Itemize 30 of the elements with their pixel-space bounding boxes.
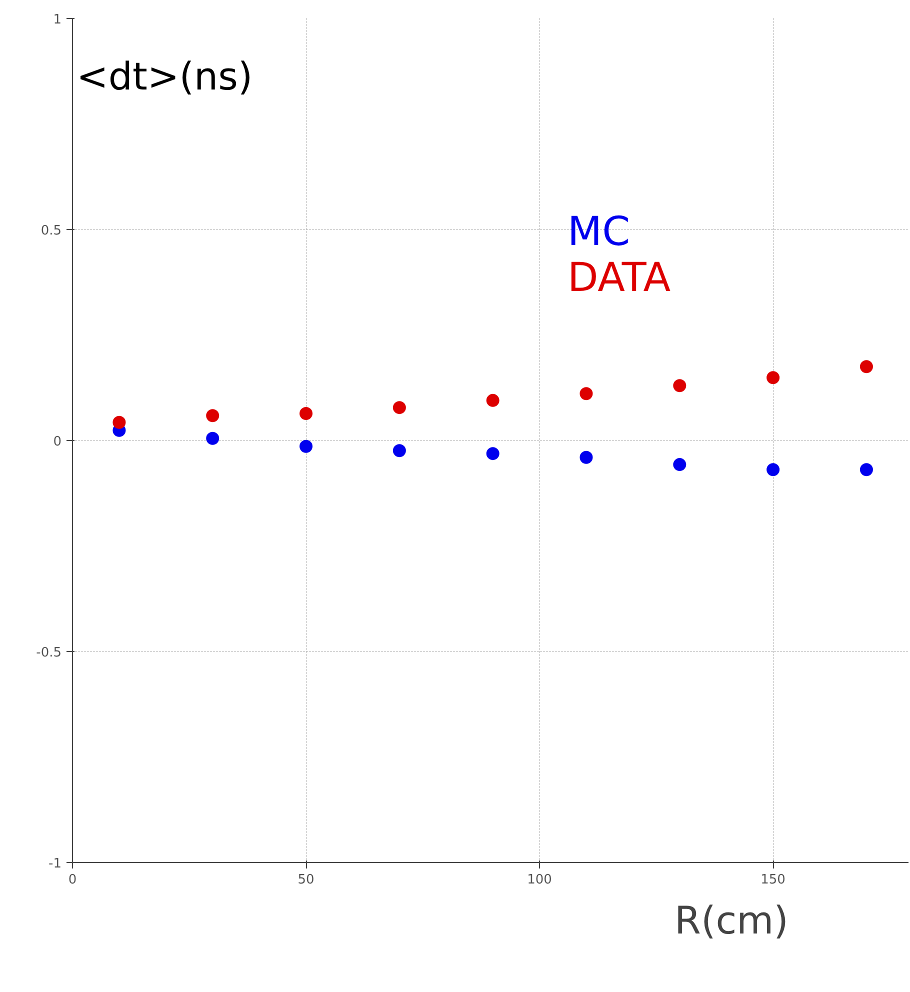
x-tick-label: 100 [527,872,552,888]
point [673,458,686,472]
point [392,444,406,458]
point [580,450,593,464]
point [860,360,873,374]
point [206,409,220,422]
y-tick-label: 0 [53,434,62,450]
point [766,463,780,476]
y-tick-label: 1 [53,12,62,28]
point [673,379,686,392]
y-axis-title: <dt>(ns) [76,54,253,98]
point [486,394,500,407]
text: MC [568,208,630,255]
x-axis-title: R(cm) [674,898,789,942]
x-tick-label: 0 [68,872,77,888]
point [766,371,780,384]
point [112,416,126,429]
point [206,432,220,445]
x-tick-label: 150 [760,872,786,888]
y-tick-label: -1 [48,856,62,872]
series-label: DATA [568,255,672,302]
x-tick-label: 50 [298,872,314,888]
y-tick-label: -0.5 [36,646,62,660]
point [580,387,593,400]
point [300,407,313,420]
point [300,440,313,453]
point [486,447,500,460]
point [392,401,406,414]
y-tick-label: 0.5 [40,224,62,238]
point [860,463,873,476]
